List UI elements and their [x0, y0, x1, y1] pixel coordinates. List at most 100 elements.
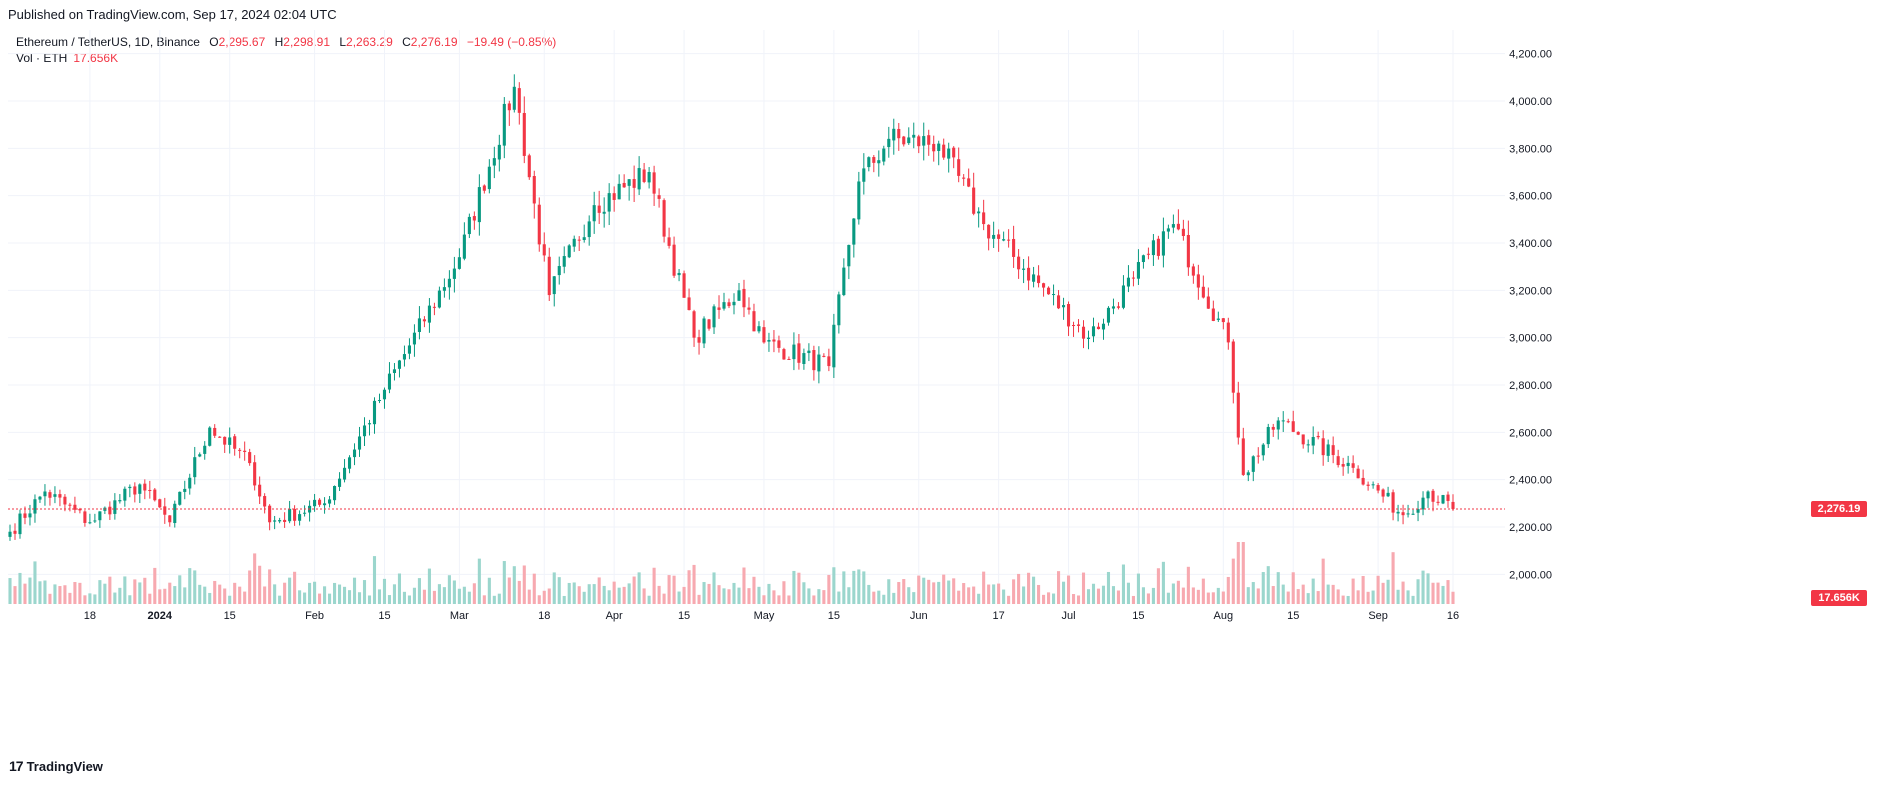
candle-body: [223, 436, 227, 445]
volume-bar: [722, 588, 726, 604]
candle-body: [1241, 438, 1245, 475]
volume-label[interactable]: Vol · ETH: [16, 51, 68, 65]
candle-body: [323, 503, 327, 506]
candle-body: [293, 508, 297, 521]
candle-body: [1391, 492, 1395, 513]
volume-bar: [777, 595, 781, 604]
candle-body: [178, 491, 182, 505]
candle-body: [1221, 318, 1225, 323]
y-tick-label: 3,000.00: [1509, 333, 1552, 345]
volume-bar: [1086, 589, 1091, 604]
candle-body: [1306, 444, 1310, 446]
candle-body: [1436, 501, 1440, 503]
candle-body: [692, 311, 696, 338]
candle-body: [1361, 477, 1365, 485]
candle-body: [577, 239, 581, 241]
candle-body: [1121, 285, 1126, 308]
x-tick-label: Sep: [1368, 610, 1388, 622]
symbol-label[interactable]: Ethereum / TetherUS, 1D, Binance: [16, 35, 200, 49]
volume-legend-row: Vol · ETH 17.656K: [16, 50, 562, 66]
volume-bar: [1316, 591, 1320, 604]
candle-body: [153, 489, 157, 501]
volume-bar: [1371, 590, 1375, 604]
volume-bar: [697, 594, 701, 604]
candle-body: [1091, 326, 1096, 337]
volume-bar: [1071, 594, 1076, 604]
y-tick-label: 2,800.00: [1509, 380, 1552, 392]
y-tick-label: 2,000.00: [1509, 569, 1552, 581]
candle-body: [472, 216, 476, 221]
candle-body: [812, 350, 816, 371]
volume-bar: [178, 575, 182, 604]
volume-bar: [153, 567, 157, 604]
volume-bar: [572, 582, 576, 604]
candle-body: [1301, 434, 1305, 445]
candle-body: [652, 172, 656, 194]
candle-body: [128, 486, 132, 489]
candle-body: [1346, 462, 1350, 467]
volume-bar: [78, 582, 82, 604]
volume-bar: [1296, 589, 1300, 604]
volume-bar: [582, 591, 586, 604]
candle-body: [1401, 512, 1405, 516]
candle-body: [118, 500, 122, 502]
volume-bar: [1381, 582, 1385, 604]
candle-body: [1116, 306, 1121, 308]
volume-bars: [8, 542, 1455, 604]
volume-bar: [972, 586, 976, 604]
last-price-tag: 2,276.19: [1811, 500, 1867, 517]
volume-bar: [662, 593, 666, 604]
x-tick-label: Jun: [910, 610, 928, 622]
candle-body: [1196, 274, 1200, 288]
volume-bar: [407, 595, 411, 604]
candle-body: [832, 324, 836, 368]
candle-body: [138, 484, 142, 494]
volume-bar: [108, 576, 112, 604]
time-axis: 18 2024 15 Feb 15 Mar 18 Apr 15 May 15 Jun 17 Jul 15 Au…: [84, 610, 1459, 622]
volume-bar: [552, 572, 556, 604]
candle-body: [1061, 305, 1066, 308]
tradingview-brand: TradingView: [26, 758, 103, 774]
volume-bar: [772, 590, 776, 604]
volume-bar: [387, 595, 392, 604]
volume-bar: [527, 589, 531, 604]
x-tick-label: 18: [84, 610, 96, 622]
volume-bar: [932, 582, 936, 604]
volume-bar: [897, 582, 901, 604]
volume-bar: [253, 553, 257, 604]
low-value: 2,263.29: [346, 35, 393, 49]
candle-body: [1007, 239, 1011, 241]
volume-bar: [992, 584, 996, 604]
volume-bar: [987, 584, 991, 604]
candle-body: [727, 302, 731, 307]
candle-body: [1236, 392, 1240, 438]
candle-body: [587, 221, 591, 238]
candle-body: [1426, 491, 1430, 499]
candle-body: [672, 244, 676, 276]
volume-bar: [832, 567, 836, 604]
volume-bar: [707, 583, 711, 604]
volume-bar: [1351, 578, 1355, 604]
volume-bar: [1311, 578, 1315, 604]
candle-body: [1106, 307, 1111, 323]
candle-body: [607, 193, 611, 212]
candle-body: [502, 103, 506, 146]
volume-bar: [422, 589, 426, 604]
volume-bar: [612, 581, 616, 604]
tradingview-logo[interactable]: 17 TradingView: [9, 758, 103, 774]
candle-body: [73, 504, 77, 510]
chart-legend: Ethereum / TetherUS, 1D, Binance O2,295.…: [16, 34, 562, 66]
volume-bar: [1106, 571, 1111, 604]
volume-bar: [342, 586, 347, 604]
candle-body: [737, 290, 741, 301]
volume-bar: [203, 586, 207, 604]
x-tick-label: Apr: [606, 610, 623, 622]
candle-body: [462, 234, 466, 259]
candle-body: [148, 489, 152, 491]
candle-body: [882, 148, 886, 162]
candle-body: [1037, 275, 1041, 284]
candle-body: [33, 499, 37, 514]
volume-bar: [1446, 580, 1450, 604]
candle-body: [328, 499, 332, 504]
